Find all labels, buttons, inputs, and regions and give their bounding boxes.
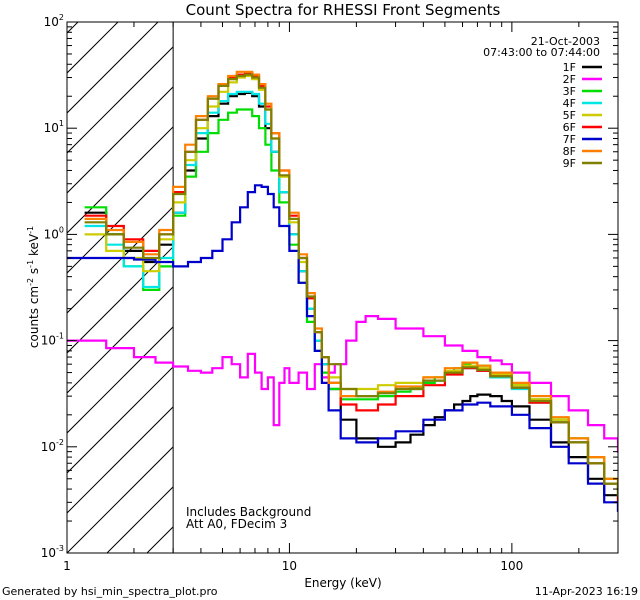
series-7F [67,184,618,512]
annotation-attenuator: Att A0, FDecim 3 [186,517,287,531]
hatch-line [67,246,174,354]
y-tick-label: 10-2 [41,438,64,454]
footer-timestamp: 11-Apr-2023 16:19 [535,585,638,598]
series-2F [67,315,618,453]
observation-date: 21-Oct-2003 [531,35,600,48]
y-tick-base: 10 [44,15,59,29]
legend-label-1F: 1F [563,61,576,74]
legend-label-4F: 4F [563,97,576,110]
y-tick-base: 10 [41,546,56,560]
y-label-mid: s [27,268,41,278]
y-tick-label: 101 [44,119,64,135]
hatch-line [67,22,159,114]
hatch-line [67,86,174,194]
y-axis-label: counts cm-2 s-1 keV-1 [26,226,41,348]
y-label-exp2: -1 [26,260,35,268]
legend-label-7F: 7F [563,133,576,146]
hatch-line [67,406,174,514]
chart-title: Count Spectra for RHESSI Front Segments [186,1,501,19]
plot-frame [66,21,619,554]
y-tick-label: 100 [44,225,64,241]
hatch-line [106,486,174,553]
y-tick-exp: -1 [56,332,64,341]
x-tick-label: 100 [500,559,523,573]
hatch-line [67,286,174,394]
hatch-line [67,22,119,74]
legend-label-8F: 8F [563,145,576,158]
series-layer [67,70,618,512]
hatch-line [67,326,174,434]
y-label-exp1: -2 [26,278,35,286]
legend-label-5F: 5F [563,109,576,122]
footer-generated-by: Generated by hsi_min_spectra_plot.pro [2,585,218,598]
y-tick-label: 10-3 [41,544,64,560]
observation-time-range: 07:43:00 to 07:44:00 [483,46,600,59]
y-tick-exp: -2 [56,438,64,447]
hatch-line [67,126,174,234]
y-tick-base: 10 [41,440,56,454]
y-tick-exp: 1 [59,119,64,128]
legend-label-9F: 9F [563,157,576,170]
hatch-line [67,366,174,474]
y-label-end: keV [27,233,41,260]
y-tick-base: 10 [41,334,56,348]
x-tick-label: 10 [282,559,297,573]
y-tick-label: 102 [44,13,64,29]
series-4F [84,90,618,497]
series-3F [84,108,618,491]
series-9F [84,73,618,497]
hatch-line [67,46,174,154]
legend-label-2F: 2F [563,73,576,86]
y-label-exp3: -1 [26,226,35,234]
hatch-line [227,22,640,553]
series-group [67,70,618,512]
annotation-background: Includes Background [186,505,311,519]
x-axis-label: Energy (keV) [304,576,381,590]
legend-label-3F: 3F [563,85,576,98]
y-tick-exp: 2 [59,13,64,22]
excluded-energy-region [67,22,640,553]
y-tick-exp: 0 [59,225,64,234]
y-label-base: counts cm [27,286,41,348]
hatch-line [67,446,174,553]
hatch-lines [67,22,640,553]
y-tick-base: 10 [44,121,59,135]
series-1F [84,91,618,512]
y-tick-base: 10 [44,227,59,241]
y-tick-exp: -3 [56,544,64,553]
y-tick-label: 10-1 [41,332,64,348]
legend-label-6F: 6F [563,121,576,134]
hatch-line [67,206,174,314]
x-tick-label: 1 [63,559,71,573]
